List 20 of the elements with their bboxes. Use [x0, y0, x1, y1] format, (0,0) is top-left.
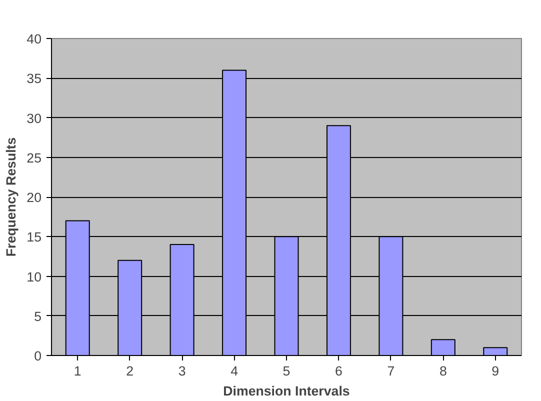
- x-tick-label: 3: [178, 364, 186, 378]
- y-tick-label: 35: [26, 71, 42, 86]
- x-tick-label: 7: [387, 364, 395, 378]
- y-tick-label: 25: [26, 150, 42, 166]
- y-tick-label: 0: [34, 348, 42, 364]
- x-tick-label: 1: [74, 364, 82, 378]
- y-tick-label: 15: [26, 230, 42, 245]
- y-tick-label: 5: [34, 308, 42, 324]
- x-tick-label: 8: [439, 364, 447, 378]
- x-tick-label: 9: [492, 364, 500, 378]
- x-tick-label: 6: [335, 364, 342, 378]
- x-tick-label: 4: [230, 364, 239, 378]
- x-tick-label: 2: [126, 364, 134, 378]
- y-tick-label: 30: [26, 110, 42, 126]
- x-axis-title: Dimension Intervals: [223, 384, 350, 398]
- y-tick-label: 40: [26, 32, 42, 46]
- x-tick-label: 5: [282, 364, 290, 378]
- y-axis-title: Frequency Results: [4, 137, 19, 257]
- y-tick-label: 20: [26, 190, 42, 205]
- y-tick-label: 10: [26, 269, 42, 284]
